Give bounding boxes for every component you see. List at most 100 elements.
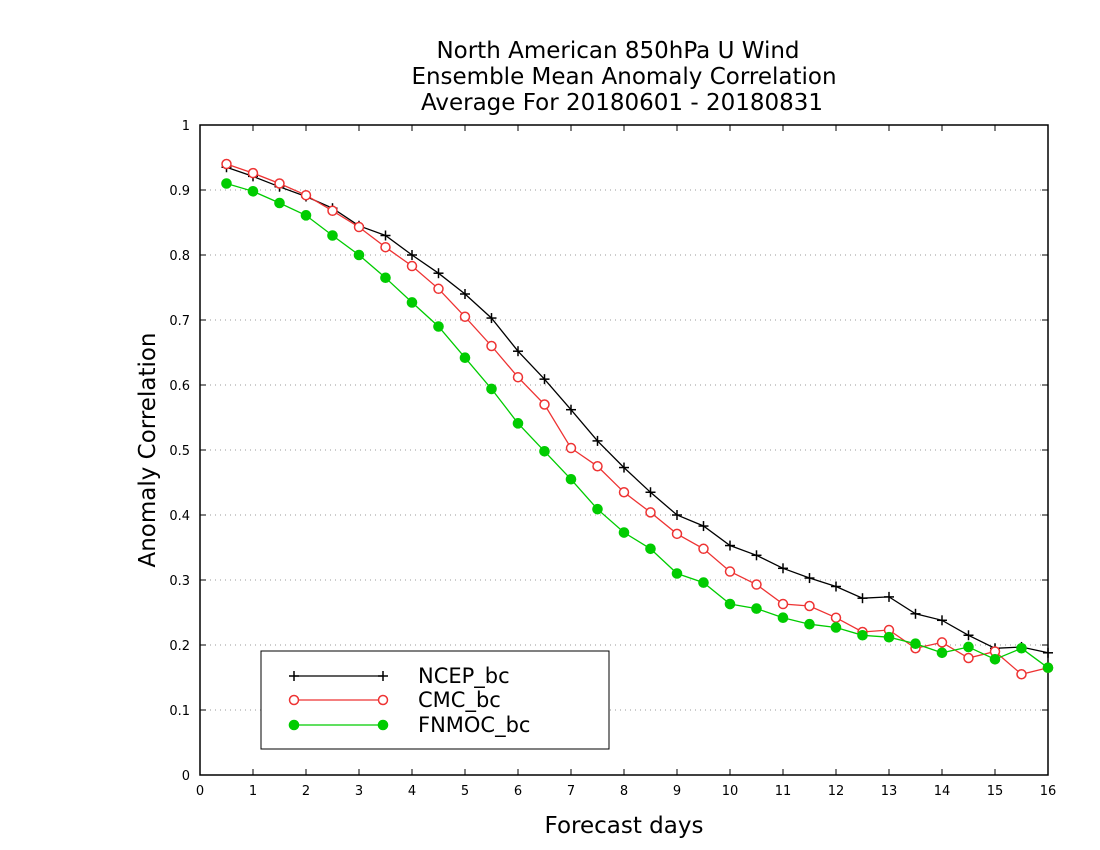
data-point-fnmoc-bc [645,543,656,555]
data-point-ncep-bc [725,540,735,551]
data-point-fnmoc-bc [274,197,285,209]
axis-ticks: 00.10.20.30.40.50.60.70.80.910 1 2 3 4 5 6 7 8 9 1… [169,119,1056,799]
data-point-ncep-bc [1043,647,1053,658]
data-series [221,158,1054,680]
data-point-ncep-bc [619,462,629,473]
x-tick-label: 1 [249,784,257,799]
data-point-ncep-bc [751,550,762,561]
legend-item-ncep-bc: NCEP_bc [289,664,510,689]
data-point-fnmoc-bc [671,568,683,579]
data-point-ncep-bc [884,591,894,602]
x-axis-title: Forecast days [545,813,704,839]
data-point-fnmoc-bc [380,272,391,284]
series-line-cmc-bc [226,163,1049,676]
data-point-cmc-bc [221,158,232,170]
legend-item-fnmoc-bc: FNMOC_bc [288,713,530,738]
data-point-fnmoc-bc [618,527,630,538]
data-point-fnmoc-bc [539,446,550,457]
x-tick-label: 0 [196,784,204,799]
y-axis-title: Anomaly Correlation [135,332,161,567]
data-point-cmc-bc [777,598,789,610]
x-tick-label: 11 [775,784,792,799]
data-point-fnmoc-bc [751,603,762,614]
data-point-cmc-bc [380,241,391,253]
data-point-ncep-bc [910,608,921,619]
legend-item-cmc-bc: CMC_bc [288,688,501,713]
data-point-cmc-bc [433,283,444,295]
data-point-cmc-bc [1016,669,1027,680]
data-point-cmc-bc [671,528,683,540]
y-tick-label: 0.2 [169,639,190,654]
data-point-fnmoc-bc [777,612,789,624]
x-tick-label: 8 [620,784,628,799]
data-point-cmc-bc [751,579,762,590]
data-point-fnmoc-bc [724,598,736,610]
legend-marker [288,719,300,731]
series-ncep-bc [221,162,1053,658]
data-point-ncep-bc [831,581,841,592]
x-tick-label: 5 [461,784,469,799]
data-point-ncep-bc [539,374,550,385]
data-point-fnmoc-bc [300,210,312,221]
legend-marker [377,694,389,706]
data-point-ncep-bc [963,630,974,641]
x-tick-label: 7 [567,784,575,799]
legend-label: NCEP_bc [418,664,510,689]
data-point-ncep-bc [380,230,391,241]
data-point-fnmoc-bc [1042,662,1054,674]
y-tick-label: 0.1 [169,704,190,719]
x-tick-label: 16 [1040,784,1057,799]
data-point-cmc-bc [406,260,418,272]
data-point-cmc-bc [486,340,497,352]
data-point-cmc-bc [804,600,815,612]
data-point-ncep-bc [804,573,815,584]
gridlines [200,189,1048,711]
y-tick-label: 0.3 [169,574,190,589]
y-tick-label: 0 [182,769,190,784]
data-point-fnmoc-bc [221,178,232,189]
data-point-cmc-bc [698,543,709,555]
data-point-cmc-bc [539,399,550,410]
series-cmc-bc [221,158,1054,680]
x-tick-label: 10 [722,784,739,799]
x-tick-label: 13 [881,784,898,799]
data-point-fnmoc-bc [565,473,577,485]
data-point-fnmoc-bc [830,622,842,633]
data-point-fnmoc-bc [433,321,444,332]
x-tick-label: 2 [302,784,310,799]
data-point-ncep-bc [698,521,709,532]
data-point-fnmoc-bc [857,629,868,641]
y-tick-label: 1 [182,119,190,134]
chart-title-line-1: North American 850hPa U Wind [436,38,799,64]
legend-label: FNMOC_bc [418,713,530,738]
chart-title-line-3: Average For 20180601 - 20180831 [421,90,823,116]
x-tick-label: 3 [355,784,363,799]
data-point-ncep-bc [407,250,417,260]
data-point-ncep-bc [937,615,947,626]
data-point-cmc-bc [724,566,736,577]
data-point-fnmoc-bc [936,647,948,659]
legend-box [260,650,610,750]
data-point-cmc-bc [274,178,285,189]
data-point-cmc-bc [592,461,603,472]
data-point-cmc-bc [512,371,524,383]
data-point-fnmoc-bc [512,418,524,429]
data-point-fnmoc-bc [1016,642,1027,654]
data-point-cmc-bc [327,205,338,217]
data-point-ncep-bc [778,563,788,574]
data-point-ncep-bc [433,268,444,279]
data-point-ncep-bc [513,346,523,357]
data-point-fnmoc-bc [247,186,259,197]
x-tick-label: 12 [828,784,845,799]
data-point-cmc-bc [565,442,577,454]
x-tick-label: 9 [673,784,681,799]
legend-marker [288,694,300,706]
data-point-ncep-bc [486,313,497,324]
data-point-fnmoc-bc [883,631,895,643]
y-tick-label: 0.7 [169,314,190,329]
data-point-fnmoc-bc [804,618,815,630]
x-tick-label: 14 [934,784,951,799]
legend-marker [289,671,299,681]
series-line-fnmoc-bc [226,182,1049,669]
data-point-fnmoc-bc [592,503,603,515]
